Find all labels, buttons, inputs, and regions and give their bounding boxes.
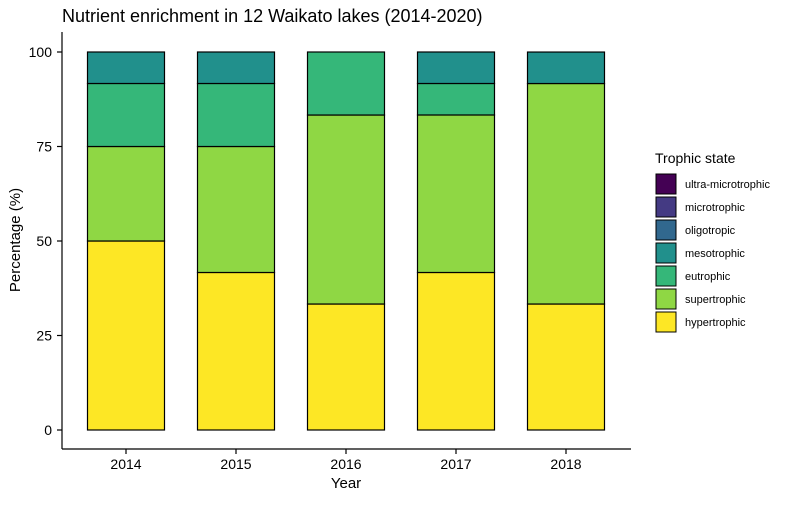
bar-segment-2015-hypertrophic — [196, 271, 276, 431]
bar-segment-2016-eutrophic — [306, 51, 386, 116]
legend-label-hypertrophic: hypertrophic — [685, 317, 746, 329]
bar-segment-2017-supertrophic — [416, 114, 496, 274]
legend-label-eutrophic: eutrophic — [685, 271, 731, 283]
y-axis-label: Percentage (%) — [7, 188, 24, 292]
legend-key-eutrophic — [655, 265, 677, 287]
legend-key-ultra-microtrophic — [655, 173, 677, 195]
legend-label-oligotropic: oligotropic — [685, 225, 736, 237]
legend-key-hypertrophic — [655, 311, 677, 333]
legend-key-mesotrophic — [655, 242, 677, 264]
y-tick-label-100: 100 — [29, 44, 53, 60]
bar-segment-2015-eutrophic — [196, 82, 276, 148]
bar-segment-2017-mesotrophic — [416, 51, 496, 85]
x-axis-label: Year — [331, 475, 361, 492]
bar-segment-2018-mesotrophic — [526, 51, 606, 85]
legend-label-mesotrophic: mesotrophic — [685, 248, 745, 260]
y-tick-label-25: 25 — [36, 328, 52, 344]
chart-title: Nutrient enrichment in 12 Waikato lakes … — [62, 6, 483, 26]
legend-key-oligotropic — [655, 219, 677, 241]
bar-segment-2014-eutrophic — [86, 82, 166, 148]
legend-label-ultra-microtrophic: ultra-microtrophic — [685, 179, 770, 191]
legend-label-microtrophic: microtrophic — [685, 202, 745, 214]
y-tick-label-50: 50 — [36, 233, 52, 249]
x-axis-ticks: 2014 2015 2016 2017 2018 — [110, 449, 582, 472]
x-tick-label-2018: 2018 — [550, 456, 581, 472]
x-tick-label-2014: 2014 — [110, 456, 141, 472]
bar-segment-2014-mesotrophic — [86, 51, 166, 85]
legend-key-supertrophic — [655, 288, 677, 310]
x-tick-label-2015: 2015 — [220, 456, 251, 472]
bar-segment-2018-hypertrophic — [526, 303, 606, 431]
legend: ultra-microtrophic microtrophic oligotropi… — [655, 173, 770, 333]
bar-segment-2018-supertrophic — [526, 82, 606, 305]
y-tick-label-75: 75 — [36, 139, 52, 155]
plot-area — [86, 51, 606, 431]
legend-key-microtrophic — [655, 196, 677, 218]
x-tick-label-2017: 2017 — [440, 456, 471, 472]
bar-segment-2016-hypertrophic — [306, 303, 386, 431]
bar-segment-2015-mesotrophic — [196, 51, 276, 85]
bar-segment-2014-supertrophic — [86, 145, 166, 242]
x-tick-label-2016: 2016 — [330, 456, 361, 472]
y-axis-ticks: 0 25 50 75 100 — [29, 44, 62, 438]
bar-segment-2017-eutrophic — [416, 82, 496, 116]
bar-segment-2016-supertrophic — [306, 114, 386, 305]
legend-title: Trophic state — [655, 150, 736, 166]
y-tick-label-0: 0 — [44, 422, 52, 438]
legend-label-supertrophic: supertrophic — [685, 294, 746, 306]
bar-segment-2015-supertrophic — [196, 145, 276, 274]
bar-segment-2014-hypertrophic — [86, 240, 166, 431]
bar-segment-2017-hypertrophic — [416, 271, 496, 431]
